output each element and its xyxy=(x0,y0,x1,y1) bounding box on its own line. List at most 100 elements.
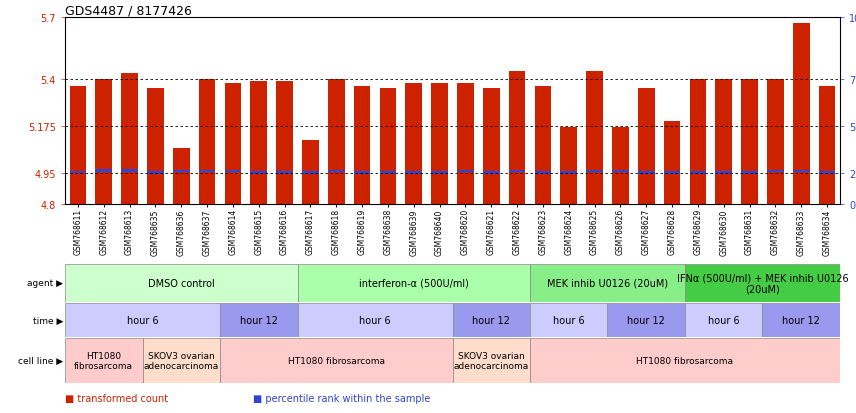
Bar xyxy=(354,86,371,204)
Bar xyxy=(741,172,758,174)
Bar xyxy=(431,84,448,204)
Bar xyxy=(483,172,500,174)
Bar xyxy=(663,172,681,174)
Text: GDS4487 / 8177426: GDS4487 / 8177426 xyxy=(65,5,192,18)
Bar xyxy=(793,170,810,173)
Bar xyxy=(685,264,840,302)
Text: SKOV3 ovarian
adenocarcinoma: SKOV3 ovarian adenocarcinoma xyxy=(144,351,219,370)
Bar xyxy=(767,80,784,204)
Bar xyxy=(586,170,603,173)
Bar xyxy=(457,170,474,173)
Bar xyxy=(220,303,298,337)
Bar xyxy=(122,170,138,172)
Bar xyxy=(530,303,608,337)
Bar xyxy=(690,172,706,174)
Bar xyxy=(767,170,784,173)
Bar xyxy=(95,170,112,172)
Bar xyxy=(199,80,216,204)
Bar xyxy=(457,84,474,204)
Text: ■ transformed count: ■ transformed count xyxy=(65,393,168,403)
Bar xyxy=(379,172,396,174)
Bar xyxy=(612,170,629,173)
Text: hour 12: hour 12 xyxy=(473,315,510,325)
Bar xyxy=(302,172,318,174)
Text: cell line ▶: cell line ▶ xyxy=(18,356,63,365)
Bar xyxy=(328,170,345,173)
Bar xyxy=(561,128,577,204)
Bar xyxy=(453,303,530,337)
Text: hour 12: hour 12 xyxy=(782,315,820,325)
Bar xyxy=(379,88,396,204)
Bar xyxy=(716,80,732,204)
Bar xyxy=(220,338,453,383)
Bar xyxy=(534,172,551,174)
Text: interferon-α (500U/ml): interferon-α (500U/ml) xyxy=(359,278,469,288)
Bar xyxy=(302,140,318,204)
Bar xyxy=(147,172,163,174)
Bar xyxy=(122,74,138,204)
Bar xyxy=(534,86,551,204)
Bar xyxy=(663,121,681,204)
Text: time ▶: time ▶ xyxy=(33,316,63,325)
Bar xyxy=(250,82,267,204)
Bar xyxy=(431,172,448,174)
Text: HT1080 fibrosarcoma: HT1080 fibrosarcoma xyxy=(637,356,734,365)
Bar xyxy=(586,72,603,204)
Bar xyxy=(690,80,706,204)
Bar xyxy=(483,88,500,204)
Text: SKOV3 ovarian
adenocarcinoma: SKOV3 ovarian adenocarcinoma xyxy=(454,351,529,370)
Bar xyxy=(173,149,190,204)
Bar xyxy=(69,86,86,204)
Text: DMSO control: DMSO control xyxy=(148,278,215,288)
Bar xyxy=(685,303,763,337)
Bar xyxy=(276,172,293,174)
Bar xyxy=(328,80,345,204)
Text: HT1080 fibrosarcoma: HT1080 fibrosarcoma xyxy=(288,356,384,365)
Bar xyxy=(298,303,453,337)
Bar xyxy=(224,170,241,173)
Bar xyxy=(406,84,422,204)
Bar xyxy=(142,338,220,383)
Bar xyxy=(453,338,530,383)
Text: IFNα (500U/ml) + MEK inhib U0126
(20uM): IFNα (500U/ml) + MEK inhib U0126 (20uM) xyxy=(677,273,848,294)
Bar xyxy=(276,82,293,204)
Bar xyxy=(638,88,655,204)
Bar xyxy=(508,72,526,204)
Text: hour 6: hour 6 xyxy=(360,315,391,325)
Bar xyxy=(763,303,840,337)
Bar xyxy=(298,264,530,302)
Bar xyxy=(173,170,190,173)
Text: MEK inhib U0126 (20uM): MEK inhib U0126 (20uM) xyxy=(547,278,668,288)
Text: hour 12: hour 12 xyxy=(240,315,277,325)
Bar xyxy=(608,303,685,337)
Text: ■ percentile rank within the sample: ■ percentile rank within the sample xyxy=(253,393,431,403)
Text: hour 6: hour 6 xyxy=(127,315,158,325)
Bar xyxy=(561,172,577,174)
Bar xyxy=(612,128,629,204)
Bar xyxy=(147,88,163,204)
Bar xyxy=(818,172,835,174)
Bar xyxy=(530,264,685,302)
Bar xyxy=(199,170,216,173)
Bar xyxy=(95,80,112,204)
Bar xyxy=(65,338,142,383)
Bar xyxy=(65,303,220,337)
Text: HT1080
fibrosarcoma: HT1080 fibrosarcoma xyxy=(74,351,134,370)
Bar xyxy=(818,86,835,204)
Bar xyxy=(530,338,840,383)
Bar xyxy=(406,172,422,174)
Text: hour 6: hour 6 xyxy=(708,315,740,325)
Bar xyxy=(250,172,267,174)
Text: hour 12: hour 12 xyxy=(627,315,665,325)
Bar xyxy=(793,24,810,204)
Bar xyxy=(69,171,86,173)
Bar xyxy=(354,172,371,174)
Bar xyxy=(224,84,241,204)
Bar xyxy=(508,170,526,173)
Text: agent ▶: agent ▶ xyxy=(27,279,63,288)
Bar xyxy=(741,80,758,204)
Bar xyxy=(65,264,298,302)
Bar xyxy=(716,172,732,174)
Text: hour 6: hour 6 xyxy=(553,315,585,325)
Bar xyxy=(638,172,655,174)
